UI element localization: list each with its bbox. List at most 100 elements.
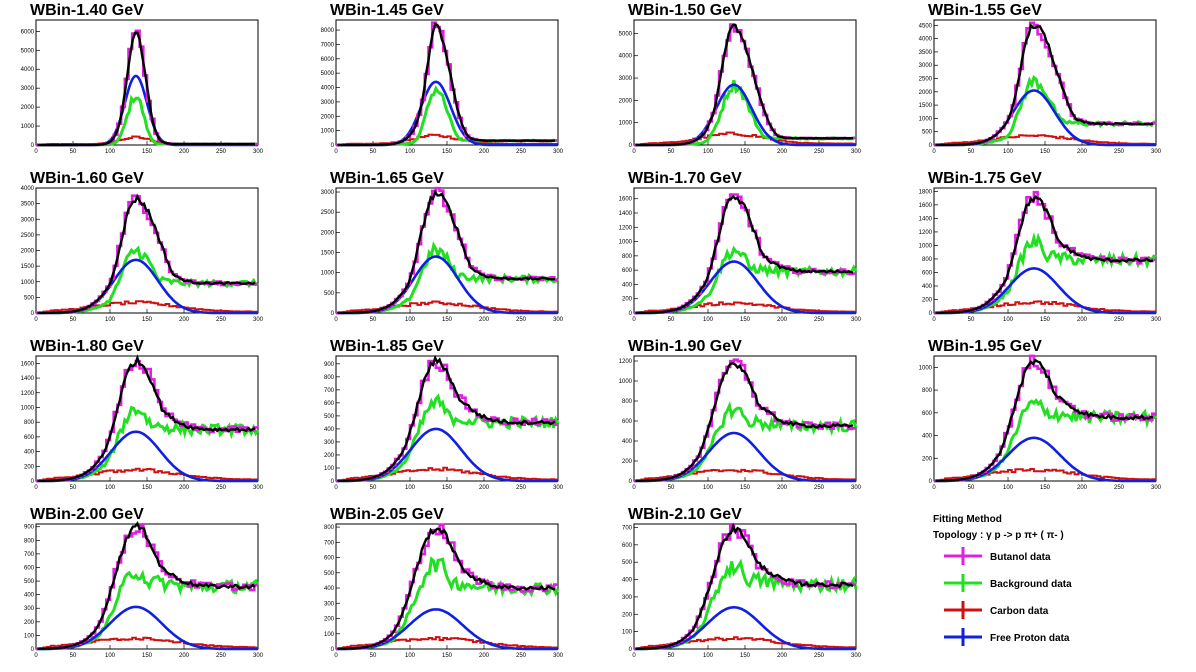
y-tick-label: 1800 (919, 189, 933, 195)
x-tick-label: 50 (968, 149, 975, 155)
free-proton-series (634, 606, 856, 651)
free-proton-series (36, 605, 258, 651)
y-tick-label: 500 (324, 414, 335, 420)
y-tick-label: 0 (331, 311, 335, 317)
chart-panel: WBin-2.05 GeV 0 100 200 300 400 500 600 700 800 0 5… (324, 506, 564, 659)
x-tick-label: 50 (668, 317, 675, 323)
chart-panel: WBin-1.75 GeV020040060080010001200140016… (919, 170, 1162, 323)
y-tick-label: 2500 (321, 210, 335, 216)
panel-title: WBin-1.95 GeV (928, 338, 1042, 355)
background-series (36, 245, 259, 315)
y-tick-label: 300 (324, 440, 335, 446)
y-tick-label: 3000 (919, 63, 933, 69)
y-tick-label: 2000 (321, 114, 335, 120)
free-proton-series (634, 260, 856, 315)
background-series (335, 556, 560, 651)
x-tick-label: 150 (1040, 485, 1051, 491)
y-tick-label: 600 (324, 401, 335, 407)
x-tick-label: 300 (1151, 149, 1162, 155)
y-tick-label: 0 (331, 143, 335, 149)
background-series (633, 558, 858, 651)
x-tick-label: 150 (740, 317, 751, 323)
x-tick-label: 100 (1003, 317, 1014, 323)
chart-panel: WBin-1.70 GeV020040060080010001200140016… (619, 170, 862, 323)
y-tick-label: 100 (24, 633, 35, 639)
chart-panel: WBin-1.95 GeV 0 200 400 600 800 1000 0 50 100 150 2… (919, 338, 1162, 491)
x-tick-label: 0 (632, 485, 636, 491)
x-tick-label: 50 (70, 149, 77, 155)
x-tick-label: 0 (34, 485, 38, 491)
x-tick-label: 50 (968, 317, 975, 323)
y-tick-label: 600 (622, 419, 633, 425)
y-tick-label: 200 (324, 453, 335, 459)
x-tick-label: 50 (70, 653, 77, 659)
y-tick-label: 1200 (619, 359, 633, 365)
panel-title: WBin-1.55 GeV (928, 2, 1042, 19)
legend-item: Carbon data (944, 601, 1049, 619)
y-tick-label: 0 (929, 311, 933, 317)
y-tick-label: 500 (24, 295, 35, 301)
x-tick-label: 300 (851, 149, 862, 155)
x-tick-label: 250 (814, 485, 825, 491)
x-tick-label: 250 (516, 653, 527, 659)
legend-label: Butanol data (990, 552, 1051, 563)
y-tick-label: 6000 (21, 29, 35, 35)
x-tick-label: 50 (370, 485, 377, 491)
panel-title: WBin-2.00 GeV (30, 506, 144, 523)
x-tick-label: 100 (405, 653, 416, 659)
x-tick-label: 0 (932, 149, 936, 155)
y-tick-label: 700 (324, 388, 335, 394)
y-tick-label: 500 (24, 579, 35, 585)
y-tick-label: 0 (929, 143, 933, 149)
y-tick-label: 2000 (21, 105, 35, 111)
x-tick-label: 150 (142, 317, 153, 323)
y-tick-label: 500 (324, 291, 335, 297)
panel-title: WBin-1.90 GeV (628, 338, 742, 355)
x-tick-label: 50 (668, 485, 675, 491)
x-tick-label: 0 (334, 317, 338, 323)
y-tick-label: 4000 (321, 86, 335, 92)
chart-panel: WBin-1.55 GeV050010001500200025003000350… (919, 2, 1162, 155)
free-proton-series (336, 608, 558, 651)
y-tick-label: 4000 (21, 186, 35, 192)
panel-title: WBin-2.05 GeV (330, 506, 444, 523)
fit-curve (337, 22, 555, 147)
y-tick-label: 2000 (619, 98, 633, 104)
butanol-series (336, 21, 558, 147)
butanol-series (634, 358, 856, 483)
x-tick-label: 200 (179, 149, 190, 155)
y-tick-label: 1400 (919, 216, 933, 222)
y-tick-label: 3500 (21, 202, 35, 208)
y-tick-label: 1600 (619, 197, 633, 203)
y-tick-label: 400 (324, 427, 335, 433)
y-tick-label: 3000 (21, 217, 35, 223)
y-tick-label: 400 (622, 439, 633, 445)
x-tick-label: 200 (1077, 149, 1088, 155)
legend-topology: Topology : γ p -> p π+ ( π- ) (933, 530, 1064, 541)
y-tick-label: 1500 (21, 264, 35, 270)
x-tick-label: 0 (34, 149, 38, 155)
panel-title: WBin-1.80 GeV (30, 338, 144, 355)
panel-title: WBin-2.10 GeV (628, 506, 742, 523)
legend-heading: Fitting Method (933, 514, 1002, 525)
y-tick-label: 8000 (321, 28, 335, 34)
y-tick-label: 7000 (321, 42, 335, 48)
fit-curve (37, 354, 256, 483)
y-tick-label: 400 (24, 593, 35, 599)
y-tick-label: 3500 (919, 50, 933, 56)
y-tick-label: 1000 (21, 280, 35, 286)
x-tick-label: 200 (777, 485, 788, 491)
y-tick-label: 0 (331, 647, 335, 653)
x-tick-label: 100 (1003, 149, 1014, 155)
x-tick-label: 250 (516, 485, 527, 491)
y-tick-label: 400 (922, 434, 933, 440)
x-tick-label: 150 (740, 485, 751, 491)
legend-label: Free Proton data (990, 633, 1070, 644)
x-tick-label: 50 (668, 653, 675, 659)
y-tick-label: 100 (324, 466, 335, 472)
x-tick-label: 0 (932, 485, 936, 491)
y-tick-label: 0 (629, 143, 633, 149)
y-tick-label: 300 (622, 595, 633, 601)
panel-title: WBin-1.45 GeV (330, 2, 444, 19)
